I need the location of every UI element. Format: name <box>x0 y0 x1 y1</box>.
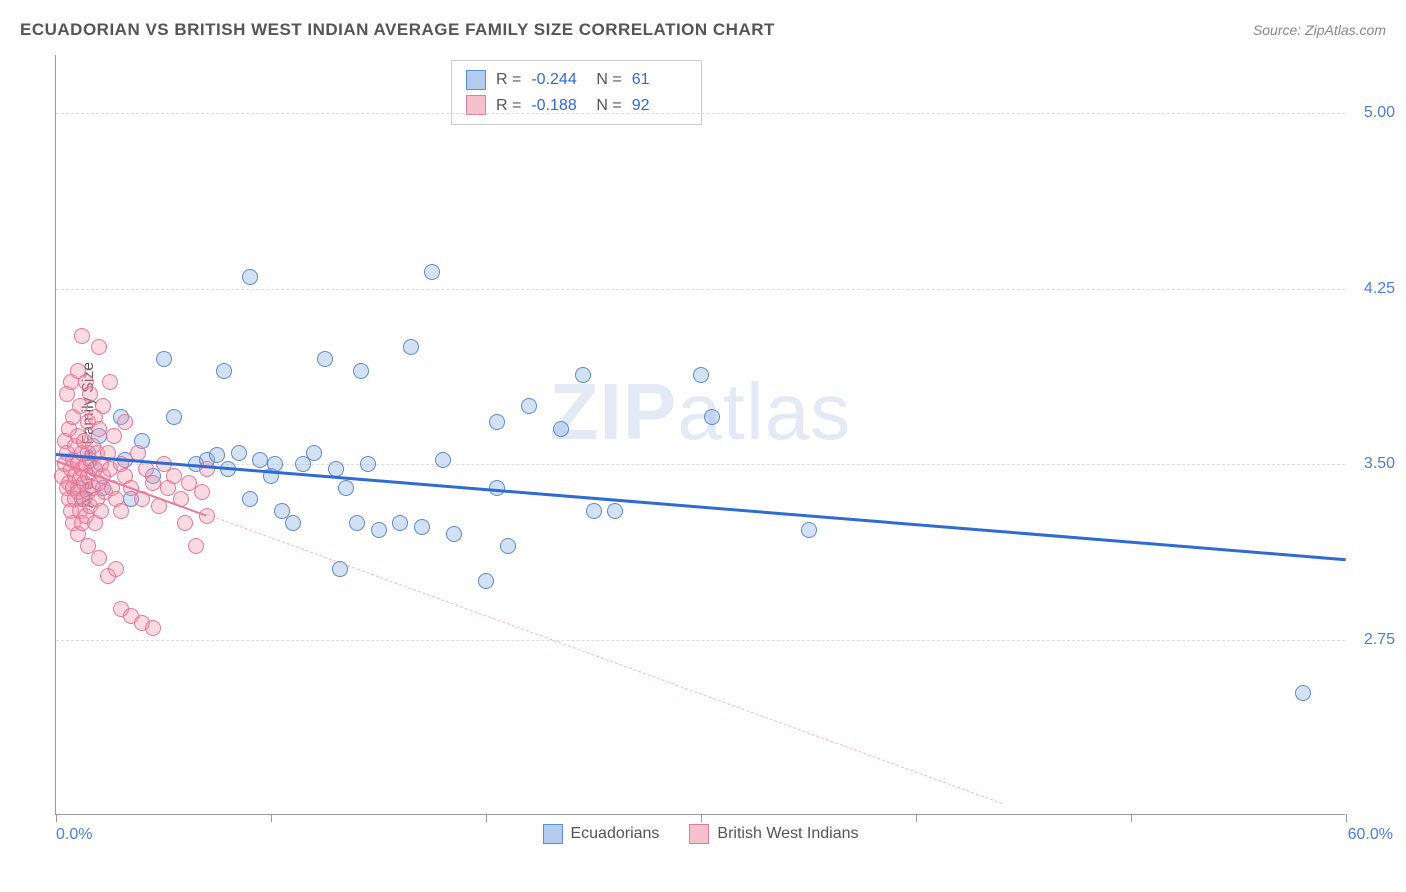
data-point <box>693 367 709 383</box>
data-point <box>91 550 107 566</box>
data-point <box>106 428 122 444</box>
x-tick <box>486 814 487 822</box>
data-point <box>371 522 387 538</box>
data-point <box>317 351 333 367</box>
data-point <box>74 328 90 344</box>
data-point <box>553 421 569 437</box>
x-min-label: 0.0% <box>56 826 92 844</box>
stats-legend: R = -0.244 N = 61 R = -0.188 N = 92 <box>451 60 702 125</box>
y-tick-label: 3.50 <box>1350 455 1395 473</box>
data-point <box>145 620 161 636</box>
chart-title: ECUADORIAN VS BRITISH WEST INDIAN AVERAG… <box>20 20 775 40</box>
n-value-blue: 61 <box>632 67 687 93</box>
legend-item-pink: British West Indians <box>689 824 858 844</box>
x-tick <box>56 814 57 822</box>
data-point <box>242 491 258 507</box>
data-point <box>113 503 129 519</box>
data-point <box>82 386 98 402</box>
r-value-blue: -0.244 <box>531 67 586 93</box>
data-point <box>349 515 365 531</box>
data-point <box>424 264 440 280</box>
swatch-pink <box>466 95 486 115</box>
gridline <box>56 113 1345 114</box>
swatch-blue <box>466 70 486 90</box>
x-max-label: 60.0% <box>1348 826 1393 844</box>
y-tick-label: 2.75 <box>1350 631 1395 649</box>
data-point <box>607 503 623 519</box>
data-point <box>194 484 210 500</box>
data-point <box>586 503 602 519</box>
data-point <box>252 452 268 468</box>
data-point <box>392 515 408 531</box>
data-point <box>403 339 419 355</box>
data-point <box>521 398 537 414</box>
data-point <box>95 398 111 414</box>
bottom-legend: Ecuadorians British West Indians <box>542 824 858 844</box>
stats-row-blue: R = -0.244 N = 61 <box>466 67 687 93</box>
swatch-blue-icon <box>542 824 562 844</box>
data-point <box>353 363 369 379</box>
data-point <box>801 522 817 538</box>
data-point <box>435 452 451 468</box>
y-tick-label: 5.00 <box>1350 104 1395 122</box>
data-point <box>231 445 247 461</box>
data-point <box>489 414 505 430</box>
x-tick <box>271 814 272 822</box>
trend-line <box>206 514 1002 804</box>
x-tick <box>1346 814 1347 822</box>
data-point <box>156 351 172 367</box>
data-point <box>285 515 301 531</box>
data-point <box>242 269 258 285</box>
data-point <box>93 503 109 519</box>
data-point <box>108 561 124 577</box>
data-point <box>338 480 354 496</box>
data-point <box>209 447 225 463</box>
data-point <box>414 519 430 535</box>
data-point <box>166 409 182 425</box>
x-tick <box>916 814 917 822</box>
legend-label-pink: British West Indians <box>717 825 858 843</box>
data-point <box>91 339 107 355</box>
data-point <box>1295 685 1311 701</box>
gridline <box>56 640 1345 641</box>
data-point <box>130 445 146 461</box>
data-point <box>575 367 591 383</box>
data-point <box>216 363 232 379</box>
gridline <box>56 464 1345 465</box>
title-bar: ECUADORIAN VS BRITISH WEST INDIAN AVERAG… <box>20 20 1386 40</box>
swatch-pink-icon <box>689 824 709 844</box>
legend-item-blue: Ecuadorians <box>542 824 659 844</box>
data-point <box>117 414 133 430</box>
data-point <box>446 526 462 542</box>
x-tick <box>1131 814 1132 822</box>
gridline <box>56 289 1345 290</box>
legend-label-blue: Ecuadorians <box>570 825 659 843</box>
data-point <box>177 515 193 531</box>
source-attribution: Source: ZipAtlas.com <box>1253 22 1386 38</box>
data-point <box>199 461 215 477</box>
data-point <box>91 421 107 437</box>
data-point <box>166 468 182 484</box>
data-point <box>102 374 118 390</box>
data-point <box>704 409 720 425</box>
plot-area: Average Family Size ZIPatlas R = -0.244 … <box>55 55 1345 815</box>
x-tick <box>701 814 702 822</box>
data-point <box>145 475 161 491</box>
data-point <box>478 573 494 589</box>
data-point <box>360 456 376 472</box>
y-tick-label: 4.25 <box>1350 280 1395 298</box>
data-point <box>188 538 204 554</box>
data-point <box>500 538 516 554</box>
data-point <box>306 445 322 461</box>
